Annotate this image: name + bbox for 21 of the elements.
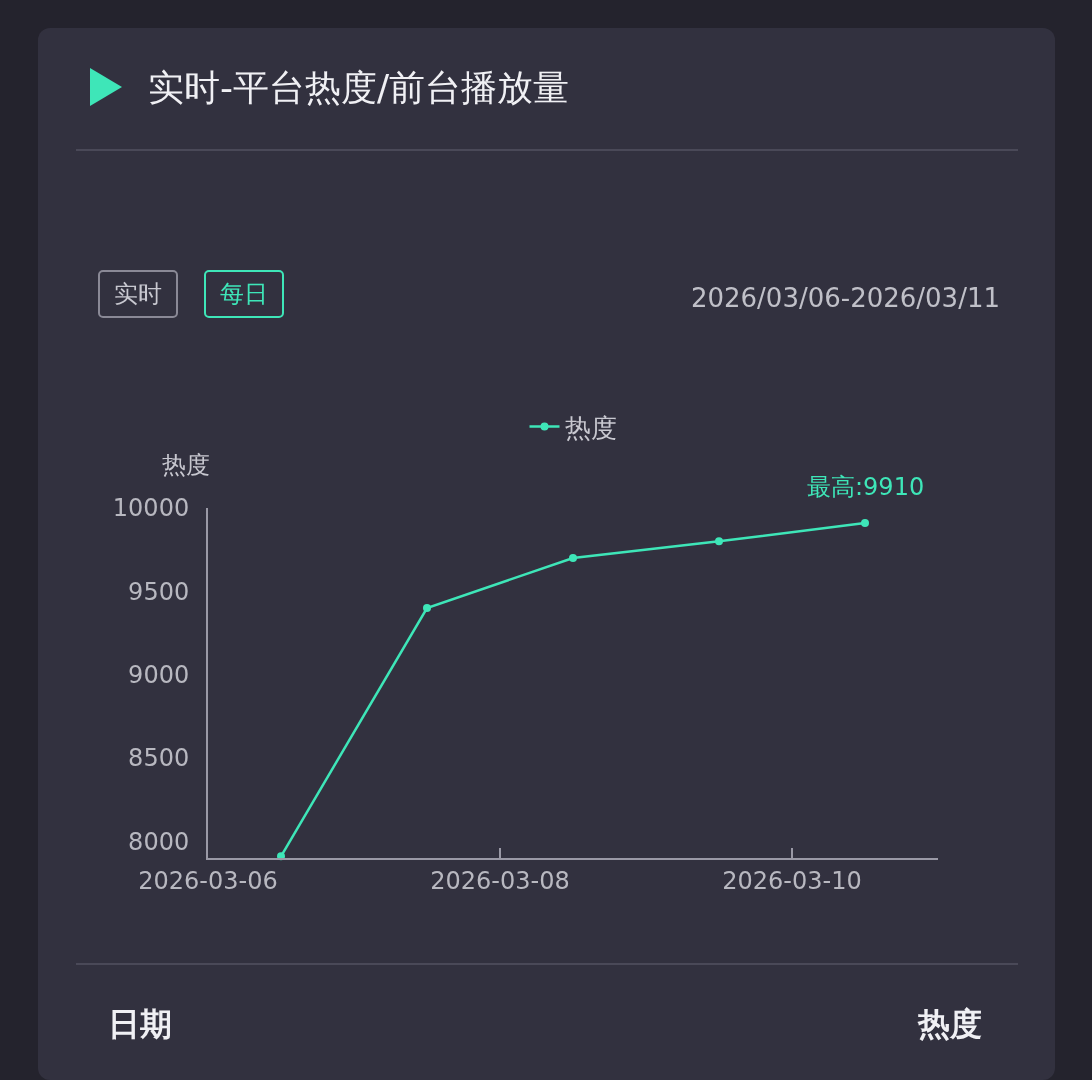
y-tick-label: 8000: [128, 827, 190, 856]
x-tick-label: 2026-03-06: [138, 866, 278, 895]
chart-title: 实时-平台热度/前台播放量: [148, 66, 570, 110]
text: 日期: [108, 1004, 172, 1045]
point: [569, 554, 577, 562]
point: [423, 604, 431, 612]
annotation: 最高:9910: [807, 473, 925, 501]
x-tick-label: 2026-03-10: [722, 866, 862, 895]
point: [861, 519, 869, 527]
y-tick-label: 9500: [128, 577, 190, 606]
text: 2026/03/06-2026/03/11: [690, 283, 1000, 313]
legend-label: 热度: [564, 412, 617, 443]
y-tick-label: 8500: [128, 744, 190, 773]
text: 每日: [204, 270, 284, 318]
y-tick-label: 9000: [128, 661, 190, 690]
text: 热度: [918, 1004, 982, 1045]
point: [715, 537, 723, 546]
text: 实时: [98, 270, 178, 318]
y-axis-title: 热度: [162, 451, 210, 479]
x-tick-label: 2026-03-08: [430, 866, 570, 895]
y-tick-label: 10000: [112, 494, 190, 523]
